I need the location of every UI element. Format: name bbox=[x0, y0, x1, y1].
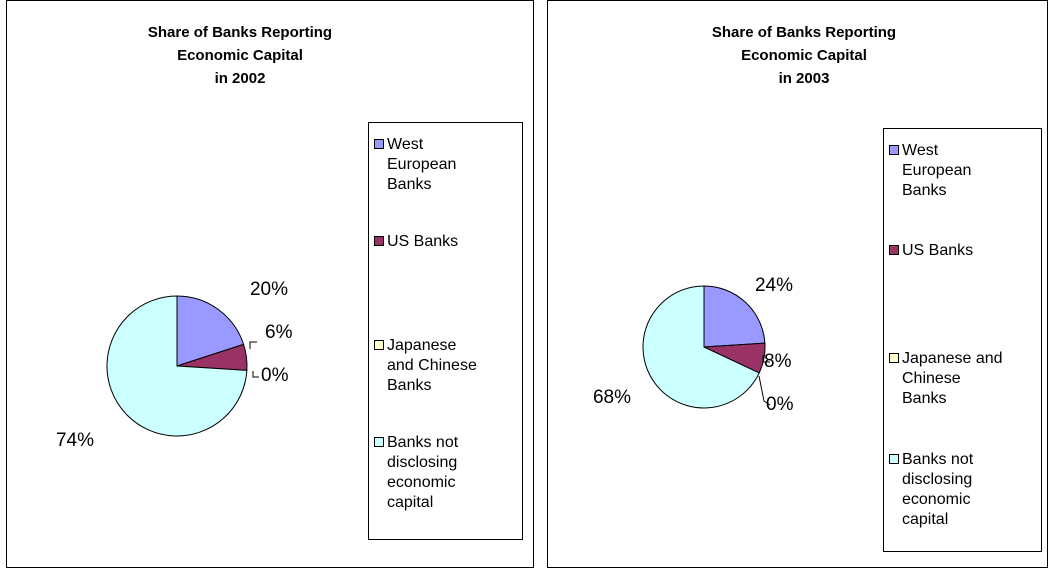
data-label-japanese-and-chinese-banks: 0% bbox=[766, 394, 794, 415]
legend-swatch bbox=[889, 145, 899, 155]
leader-line bbox=[758, 375, 771, 406]
legend-swatch bbox=[374, 437, 384, 447]
legend-label: Japanese and Chinese Banks bbox=[902, 350, 1003, 407]
legend-label: US Banks bbox=[387, 233, 459, 250]
legend-label: Banks not disclosing economic capital bbox=[902, 451, 974, 528]
legend-label: Japanese and Chinese Banks bbox=[387, 337, 477, 394]
chart-panel-2002: Share of Banks Reporting Economic Capita… bbox=[6, 0, 534, 568]
leader-line bbox=[249, 341, 257, 349]
chart-legend: West European Banks US Banks Japanese an… bbox=[368, 122, 523, 540]
data-label-us-banks: 8% bbox=[764, 351, 792, 372]
legend-swatch bbox=[374, 340, 384, 350]
pie-slice-banks-not-disclosing-economic-capital bbox=[106, 295, 248, 437]
legend-label: West European Banks bbox=[902, 142, 972, 199]
data-label-west-european-banks: 24% bbox=[755, 275, 793, 296]
data-label-banks-not-disclosing-economic-capital: 74% bbox=[56, 430, 94, 451]
data-label-us-banks: 6% bbox=[265, 322, 293, 343]
chart-legend: West European Banks US Banks Japanese an… bbox=[883, 128, 1042, 552]
legend-label: US Banks bbox=[902, 242, 974, 259]
pie-chart: 20% 6% 0% 74% bbox=[56, 279, 293, 451]
data-label-west-european-banks: 20% bbox=[250, 279, 288, 300]
legend-swatch bbox=[889, 353, 899, 363]
leader-line bbox=[252, 371, 259, 378]
pie-slice-west-european-banks bbox=[176, 295, 245, 367]
pie-chart: 24% 8% 0% 68% bbox=[593, 275, 794, 415]
legend-swatch bbox=[374, 139, 384, 149]
chart-title: Share of Banks Reporting Economic Capita… bbox=[711, 24, 897, 87]
chart-title: Share of Banks Reporting Economic Capita… bbox=[147, 24, 333, 87]
chart-panel-2003: Share of Banks Reporting Economic Capita… bbox=[547, 0, 1048, 568]
legend-swatch bbox=[374, 236, 384, 246]
legend-label: Banks not disclosing economic capital bbox=[387, 434, 459, 511]
pie-slice-west-european-banks bbox=[703, 285, 766, 348]
legend-swatch bbox=[889, 245, 899, 255]
data-label-japanese-and-chinese-banks: 0% bbox=[261, 365, 289, 386]
data-label-banks-not-disclosing-economic-capital: 68% bbox=[593, 387, 631, 408]
legend-label: West European Banks bbox=[387, 136, 457, 193]
legend-swatch bbox=[889, 454, 899, 464]
leader-line bbox=[762, 355, 770, 363]
pie-slice-banks-not-disclosing-economic-capital bbox=[642, 285, 760, 409]
